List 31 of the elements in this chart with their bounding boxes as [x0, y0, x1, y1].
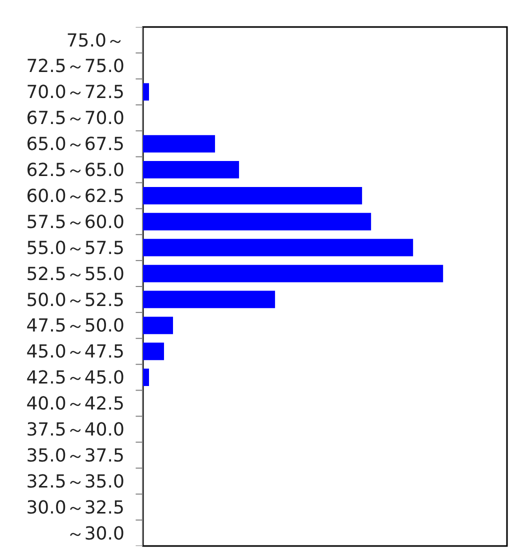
- y-tick-label: 67.5～70.0: [26, 108, 124, 130]
- y-tick-label: 65.0～67.5: [26, 134, 124, 156]
- y-tick-label: 30.0～32.5: [26, 497, 124, 518]
- y-tick-label: 62.5～65.0: [26, 160, 124, 182]
- y-tick-label: 57.5～60.0: [26, 212, 124, 233]
- y-tick-label: 32.5～35.0: [26, 471, 124, 492]
- y-tick-label: 45.0～47.5: [26, 342, 124, 363]
- y-tick-label: 55.0～57.5: [26, 238, 124, 259]
- y-tick-label: 40.0～42.5: [26, 394, 124, 415]
- y-tick-label: 47.5～50.0: [26, 316, 124, 337]
- bar: [143, 186, 362, 204]
- bar: [143, 83, 149, 101]
- y-tick-label: 75.0～: [66, 30, 124, 52]
- y-tick-label: 50.0～52.5: [26, 290, 124, 311]
- y-tick-label: 37.5～40.0: [26, 420, 124, 441]
- bar: [143, 264, 444, 282]
- y-tick-label: 52.5～55.0: [26, 264, 124, 285]
- bar: [143, 368, 149, 386]
- y-tick-label: 35.0～37.5: [26, 445, 124, 466]
- bar: [143, 238, 414, 256]
- y-tick-label: 60.0～62.5: [26, 186, 124, 207]
- bar: [143, 161, 240, 178]
- bar: [143, 135, 216, 152]
- y-tick-label: 70.0～72.5: [26, 82, 124, 104]
- bar: [143, 212, 372, 230]
- bar: [143, 342, 164, 360]
- y-tick-label: 42.5～45.0: [26, 368, 124, 389]
- y-tick-label: 72.5～75.0: [26, 56, 124, 78]
- bar: [143, 316, 174, 334]
- y-tick-label: ～30.0: [66, 523, 124, 544]
- bar: [143, 290, 276, 308]
